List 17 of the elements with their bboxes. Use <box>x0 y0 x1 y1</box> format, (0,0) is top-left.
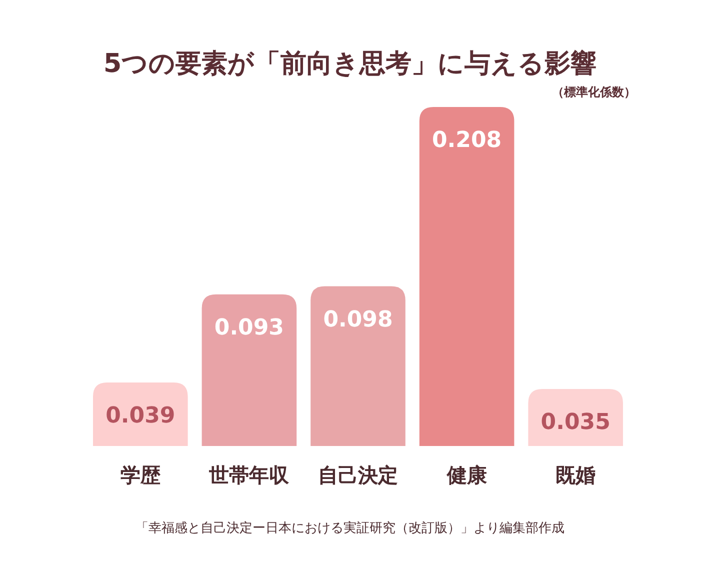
data-label: 0.039 <box>106 403 176 428</box>
data-label: 0.093 <box>214 315 284 340</box>
x-tick-label: 学歴 <box>120 463 160 487</box>
x-tick-label: 既婚 <box>556 463 596 487</box>
data-label: 0.098 <box>323 307 393 332</box>
bar <box>310 286 406 446</box>
chart-title: 5つの要素が「前向き思考」に与える影響 <box>103 49 597 79</box>
x-tick-label: 自己決定 <box>318 463 398 487</box>
chart-subtitle: （標準化係数） <box>552 85 636 99</box>
data-label: 0.035 <box>540 410 610 435</box>
bar <box>202 294 297 446</box>
bar <box>93 382 188 446</box>
data-label: 0.208 <box>432 128 502 153</box>
x-tick-label: 世帯年収 <box>208 463 290 487</box>
text: 「幸福感と自己決定ー日本における実証研究（改訂版）」より編集部作成 <box>136 520 564 536</box>
x-tick-label: 健康 <box>446 463 488 487</box>
bar <box>419 107 514 446</box>
